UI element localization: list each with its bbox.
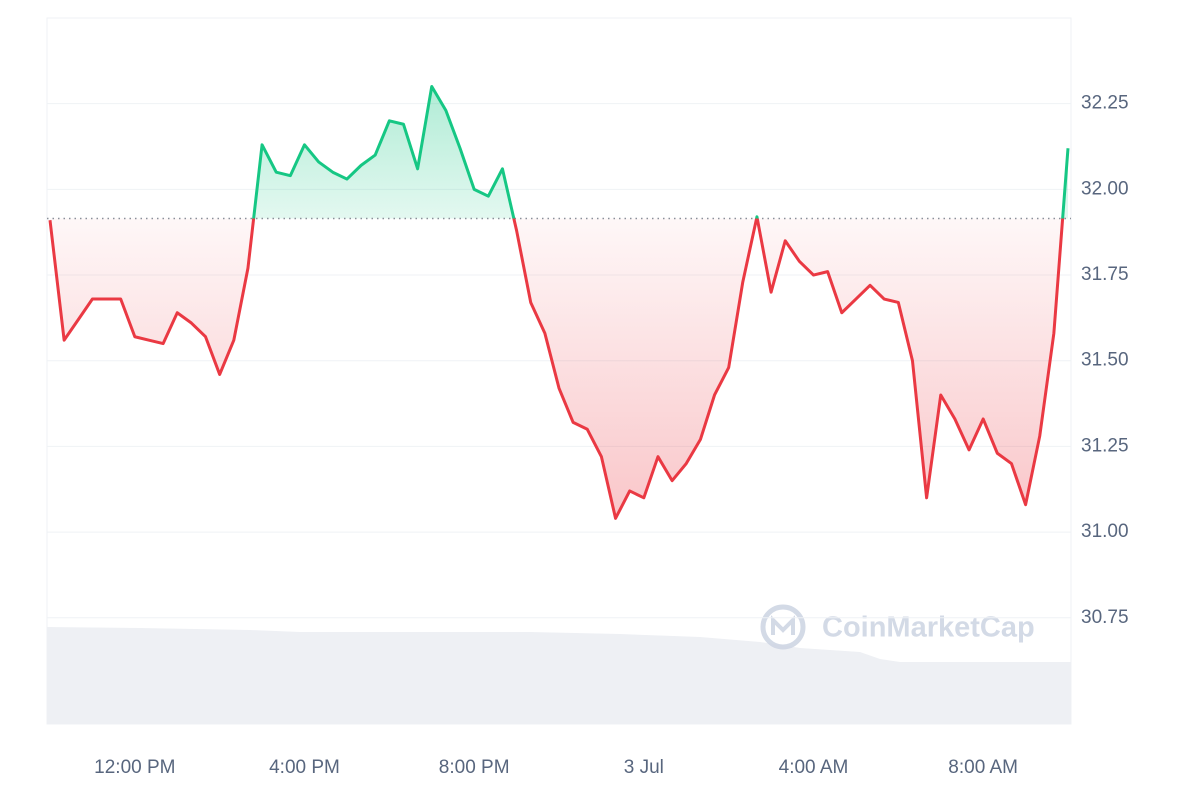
x-tick-label: 8:00 AM [948,757,1018,778]
x-tick-label: 4:00 AM [779,757,849,778]
y-tick-label: 32.00 [1081,178,1129,199]
watermark-logo [760,604,806,650]
x-tick-label: 4:00 PM [269,757,340,778]
watermark-logo-m [771,615,795,635]
y-tick-label: 30.75 [1081,607,1129,628]
x-tick-label: 3 Jul [624,757,664,778]
plot-layer: 30.75 31.00 31.25 31.50 31.75 32.00 32.25 12:00… [47,85,1129,778]
y-tick-label: 31.25 [1081,435,1129,456]
x-tick-label: 8:00 PM [439,757,510,778]
watermark-text: CoinMarketCap [822,612,1035,644]
price-line [48,85,1070,520]
y-tick-label: 31.50 [1081,350,1129,371]
y-tick-label: 31.75 [1081,264,1129,285]
x-tick-label: 12:00 PM [94,757,175,778]
y-tick-label: 32.25 [1081,93,1129,114]
watermark: CoinMarketCap [760,604,1035,650]
volume-area [47,627,1071,724]
price-area [50,86,1068,519]
y-tick-label: 31.00 [1081,521,1129,542]
